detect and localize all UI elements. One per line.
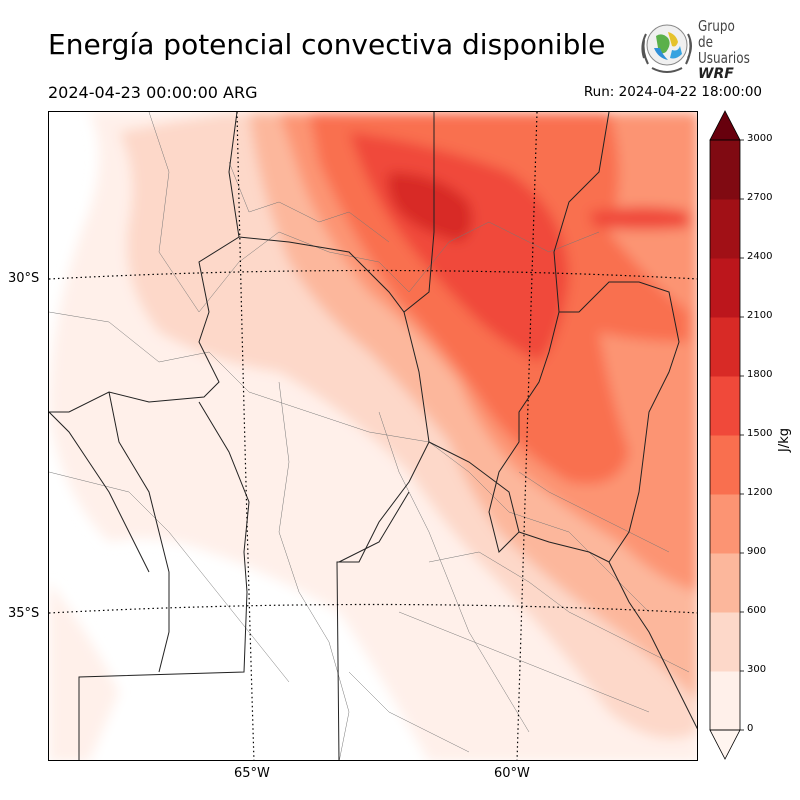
cape-map[interactable] [48, 111, 698, 761]
cape-field-svg [49, 112, 697, 760]
logo-line-2: Usuarios [698, 49, 750, 67]
map-title: Energía potencial convectiva disponible [48, 28, 606, 61]
colorbar-tick-label: 1800 [747, 369, 773, 380]
colorbar-band [710, 553, 740, 613]
colorbar-band [710, 612, 740, 672]
colorbar-band [710, 376, 740, 436]
colorbar-band [710, 494, 740, 554]
province-borders [49, 112, 697, 760]
cape-contour-1800-2100 [387, 172, 473, 242]
lat-label-30s: 30°S [8, 271, 40, 286]
valid-time: 2024-04-23 00:00:00 ARG [48, 83, 258, 102]
colorbar-tick-label: 300 [747, 664, 767, 675]
colorbar-band [710, 435, 740, 495]
colorbar-tick-label: 0 [747, 723, 754, 734]
colorbar-extend-min [709, 729, 741, 760]
colorbar-tick-label: 900 [747, 546, 767, 557]
colorbar-ticks [740, 139, 744, 731]
colorbar-tick-label: 2100 [747, 310, 773, 321]
colorbar-band [710, 140, 740, 200]
cape-contour-0-300-south [49, 582, 119, 760]
lon-label-60w: 60°W [494, 766, 530, 781]
lon-label-65w: 65°W [234, 766, 270, 781]
cape-shading [49, 112, 697, 760]
colorbar [709, 110, 744, 760]
colorbar-tick-label: 600 [747, 605, 767, 616]
colorbar-bands [710, 140, 740, 731]
cape-contour-1500-1800-east [589, 207, 689, 230]
logo-text: Grupo de Usuarios WRF [698, 18, 763, 82]
colorbar-tick-label: 3000 [747, 133, 773, 144]
colorbar-units: J/kg [777, 428, 792, 452]
colorbar-band [710, 258, 740, 318]
colorbar-tick-label: 2400 [747, 251, 773, 262]
department-borders [49, 112, 690, 760]
graticule [49, 112, 697, 760]
wrf-logo: Grupo de Usuarios WRF [638, 18, 758, 82]
colorbar-band [710, 317, 740, 377]
globe-logo-icon [641, 24, 692, 73]
colorbar-tick-label: 1200 [747, 487, 773, 498]
colorbar-tick-label: 1500 [747, 428, 773, 439]
colorbar-band [710, 671, 740, 731]
logo-line-1: Grupo de [698, 17, 735, 51]
lat-label-35s: 35°S [8, 606, 40, 621]
colorbar-extend-max [709, 110, 741, 141]
colorbar-tick-label: 2700 [747, 192, 773, 203]
colorbar-band [710, 199, 740, 259]
logo-line-3: WRF [698, 66, 734, 82]
run-time: Run: 2024-04-22 18:00:00 [583, 84, 762, 100]
